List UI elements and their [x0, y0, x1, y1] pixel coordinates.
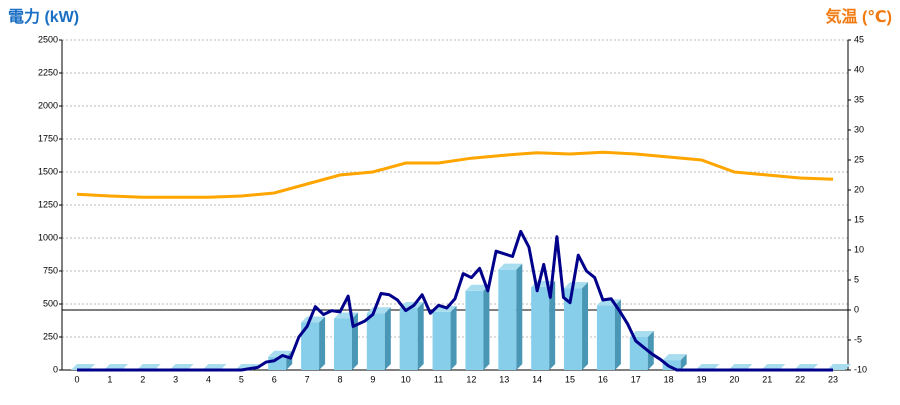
x-tick-label: 11 [434, 374, 443, 384]
x-tick-label: 20 [729, 374, 739, 384]
y2-tick-label: 30 [854, 124, 864, 134]
y2-tick-label: 25 [854, 154, 864, 164]
bar-top [564, 282, 589, 289]
y-tick-label: 2500 [38, 34, 58, 44]
y2-tick-label: 35 [854, 94, 864, 104]
x-tick-label: 4 [206, 374, 211, 384]
y2-tick-label: 10 [854, 244, 864, 254]
bar-side [549, 280, 556, 370]
x-tick-label: 12 [466, 374, 476, 384]
bar-top [465, 284, 490, 291]
y-tick-label: 1750 [38, 133, 58, 143]
x-tick-label: 2 [140, 374, 145, 384]
y-tick-label: 1250 [38, 199, 58, 209]
bar-side [582, 282, 589, 370]
bar-side [647, 331, 654, 370]
y-tick-label: 750 [43, 265, 58, 275]
bar-side [417, 301, 424, 370]
x-tick-label: 22 [795, 374, 805, 384]
y-tick-label: 2000 [38, 100, 58, 110]
x-tick-label: 1 [107, 374, 112, 384]
bar-side [680, 354, 687, 370]
y-tick-label: 1000 [38, 232, 58, 242]
x-tick-label: 10 [401, 374, 411, 384]
bar-top [662, 354, 687, 361]
y-tick-label: 250 [43, 331, 58, 341]
bar-side [516, 263, 523, 370]
bar-front [596, 305, 615, 370]
bar-front [301, 322, 320, 370]
x-tick-label: 5 [239, 374, 244, 384]
bar-front [465, 290, 484, 370]
y-tick-label: 1500 [38, 166, 58, 176]
y2-axis-title: 気温 (℃) [826, 7, 892, 26]
bar-front [333, 318, 352, 370]
bar-front [366, 313, 385, 370]
temperature-line [76, 150, 834, 199]
x-tick-label: 9 [370, 374, 375, 384]
x-tick-label: 6 [272, 374, 277, 384]
y2-tick-label: 20 [854, 184, 864, 194]
bar-front [564, 288, 583, 370]
bar-top [399, 301, 424, 308]
x-tick-label: 7 [305, 374, 310, 384]
y2-tick-label: -5 [854, 334, 862, 344]
bar-side [319, 316, 326, 370]
x-tick-label: 18 [664, 374, 674, 384]
bar-side [614, 299, 621, 370]
x-tick-label: 14 [532, 374, 542, 384]
x-tick-label: 3 [173, 374, 178, 384]
y2-tick-label: 40 [854, 64, 864, 74]
x-tick-label: 15 [565, 374, 575, 384]
y-tick-label: 2250 [38, 67, 58, 77]
bar-side [483, 284, 490, 370]
x-tick-label: 8 [337, 374, 342, 384]
bar-top [629, 331, 654, 337]
x-tick-label: 17 [631, 374, 641, 384]
bar-top [498, 263, 523, 270]
bar-side [450, 305, 457, 370]
y-tick-label: 0 [53, 364, 58, 374]
y2-tick-label: 0 [854, 304, 859, 314]
bar-front [531, 286, 550, 370]
bar-front [498, 269, 517, 370]
power-line [77, 229, 833, 372]
x-tick-label: 16 [598, 374, 608, 384]
x-tick-label: 23 [828, 374, 838, 384]
x-tick-label: 0 [74, 374, 79, 384]
x-tick-label: 19 [697, 374, 707, 384]
bar-front [399, 307, 418, 370]
y2-tick-label: 45 [854, 34, 864, 44]
y-tick-label: 500 [43, 298, 58, 308]
bar-side [384, 307, 391, 370]
y2-tick-label: -10 [854, 364, 867, 374]
y2-tick-label: 5 [854, 274, 859, 284]
bar-top [301, 316, 326, 323]
bar-top [432, 305, 457, 312]
bar-front [432, 311, 451, 370]
x-tick-label: 13 [499, 374, 509, 384]
x-tick-label: 21 [762, 374, 772, 384]
y2-tick-label: 15 [854, 214, 864, 224]
y-axis-title: 電力 (kW) [8, 7, 79, 26]
bar-front [662, 360, 681, 370]
